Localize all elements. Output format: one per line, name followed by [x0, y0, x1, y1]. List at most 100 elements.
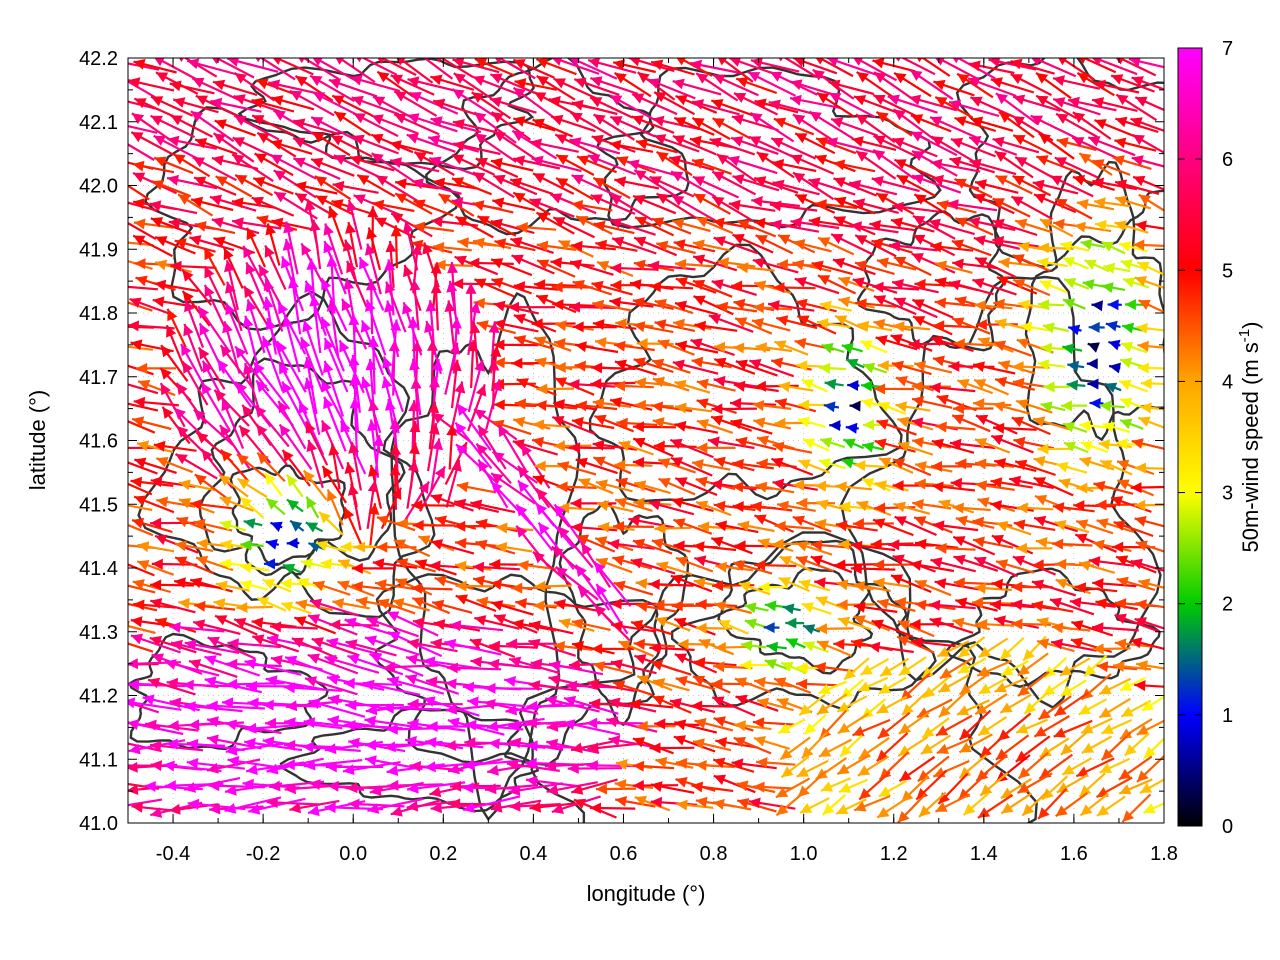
wind-arrow — [820, 777, 852, 792]
colorbar-label-end: ) — [1238, 322, 1263, 329]
wind-arrow — [570, 497, 617, 509]
wind-arrow — [514, 78, 558, 91]
wind-arrow — [631, 115, 675, 134]
wind-arrow — [633, 638, 675, 650]
wind-arrow — [1099, 400, 1125, 412]
wind-arrow — [823, 401, 840, 413]
wind-arrow — [251, 617, 297, 629]
wind-arrow — [674, 477, 718, 497]
wind-arrow — [999, 637, 1025, 661]
wind-arrow — [153, 134, 201, 161]
wind-arrow — [652, 115, 701, 131]
wind-arrow — [897, 620, 935, 638]
wind-arrow — [569, 259, 614, 276]
wind-arrow — [233, 114, 280, 141]
wind-arrow — [690, 338, 735, 357]
wind-arrow — [710, 536, 753, 555]
y-tick-label: 41.0 — [79, 813, 118, 835]
wind-arrow — [347, 483, 362, 531]
wind-arrow — [649, 175, 695, 198]
wind-arrow — [853, 795, 891, 812]
wind-arrow — [323, 223, 344, 275]
wind-arrow — [150, 114, 196, 138]
wind-arrow — [1092, 622, 1139, 634]
wind-arrow — [333, 154, 380, 178]
wind-arrow — [1134, 515, 1164, 528]
colorbar — [1177, 47, 1203, 827]
wind-arrow — [128, 77, 175, 92]
wind-arrow — [709, 137, 756, 156]
wind-arrow — [893, 297, 938, 319]
wind-arrow — [655, 150, 693, 177]
wind-arrow — [811, 260, 853, 276]
wind-arrow — [815, 137, 857, 155]
wind-arrow — [536, 74, 576, 101]
wind-arrow — [517, 560, 557, 571]
wind-arrow — [693, 577, 731, 590]
wind-arrow — [852, 718, 891, 737]
wind-arrow — [1096, 795, 1126, 817]
wind-arrow — [472, 561, 520, 573]
wind-arrow — [712, 217, 755, 230]
wind-arrow — [245, 299, 266, 354]
wind-arrow — [1012, 278, 1051, 297]
wind-arrow — [1011, 416, 1051, 436]
wind-arrow — [763, 622, 780, 634]
wind-arrow — [1031, 579, 1077, 597]
wind-arrow — [799, 797, 830, 814]
wind-arrow — [894, 515, 937, 537]
wind-arrow — [990, 434, 1034, 454]
wind-arrow — [1128, 58, 1164, 69]
wind-arrow — [835, 481, 872, 493]
wind-arrow — [242, 362, 262, 415]
x-tick-label: 0.0 — [339, 843, 367, 865]
wind-arrow — [512, 191, 551, 216]
wind-arrow — [636, 675, 673, 692]
wind-arrow — [937, 674, 970, 694]
wind-arrow — [465, 282, 477, 335]
wind-arrow — [930, 241, 974, 253]
wind-arrow — [732, 174, 780, 192]
wind-arrow — [130, 476, 174, 488]
wind-arrow — [412, 519, 456, 531]
colorbar-ticks: 0 1 2 3 4 5 6 7 — [1178, 38, 1233, 838]
wind-arrow — [1080, 238, 1106, 250]
wind-arrow — [1076, 199, 1114, 211]
y-tick-label: 41.5 — [79, 494, 118, 516]
wind-arrow — [128, 184, 150, 201]
wind-arrow — [654, 523, 692, 534]
wind-arrow — [1098, 697, 1131, 719]
wind-arrow — [676, 58, 713, 77]
wind-arrow — [553, 399, 598, 411]
wind-arrow — [773, 117, 815, 136]
y-tick-label: 41.3 — [79, 622, 118, 644]
wind-arrow — [868, 641, 914, 654]
wind-arrow — [165, 324, 186, 369]
wind-arrow — [934, 96, 974, 119]
wind-arrow — [385, 281, 407, 333]
wind-arrow — [933, 79, 975, 97]
wind-arrow — [166, 174, 218, 190]
wind-arrow — [934, 793, 971, 813]
wind-arrow — [632, 538, 673, 555]
wind-arrow — [779, 736, 811, 761]
wind-arrow — [858, 771, 891, 801]
wind-arrow — [996, 276, 1038, 295]
wind-arrow — [754, 559, 797, 571]
wind-arrow — [1118, 755, 1153, 781]
y-tick-label: 42.0 — [79, 176, 118, 198]
wind-arrow — [263, 472, 283, 497]
wind-arrow — [1080, 717, 1113, 734]
wind-arrow — [312, 580, 351, 596]
wind-arrow — [917, 58, 951, 77]
wind-arrow — [931, 481, 976, 493]
wind-arrow — [593, 113, 635, 141]
wind-arrow — [587, 154, 637, 176]
wind-arrow — [1033, 515, 1079, 533]
wind-arrow — [752, 302, 793, 314]
wind-arrow — [897, 793, 926, 823]
wind-arrow — [808, 110, 854, 140]
wind-arrow — [824, 378, 844, 390]
wind-arrow — [128, 285, 158, 291]
y-tick-label: 41.7 — [79, 367, 118, 389]
